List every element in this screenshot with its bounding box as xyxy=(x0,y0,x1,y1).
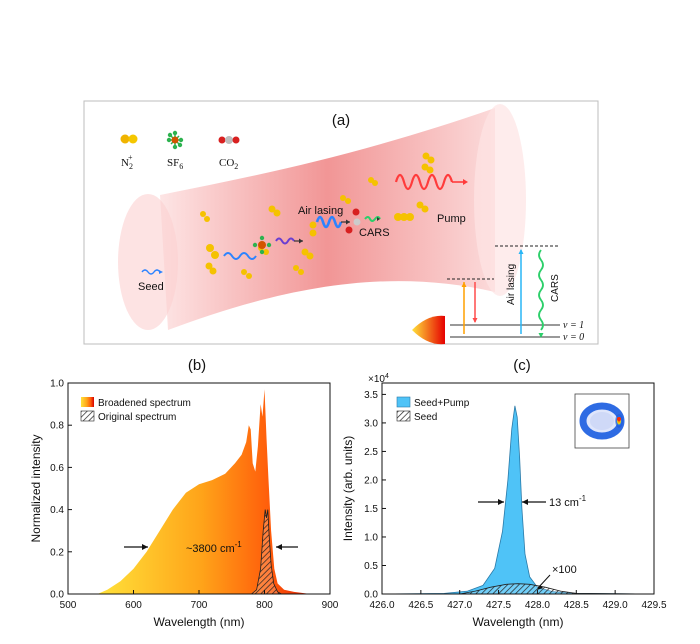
y-tick-label: 0.4 xyxy=(50,505,64,516)
x-axis-label: Wavelength (nm) xyxy=(473,615,564,629)
panel-b: (b) 500 600 700 800 900 0.0 0.2 0.4 0.6 0.8 1.0 Wav… xyxy=(29,357,339,629)
n2plus-sub: 2 xyxy=(129,162,133,171)
annotation-b-sup: -1 xyxy=(235,540,243,549)
legend-b-swatch-original xyxy=(80,410,95,422)
y-tick-label: 0.0 xyxy=(50,590,64,601)
n2plus-molecule-icon xyxy=(120,134,138,144)
x-tick-label: 427.5 xyxy=(486,600,511,611)
chart-b: 500 600 700 800 900 0.0 0.2 0.4 0.6 0.8 1.0 Wavelen… xyxy=(29,379,339,630)
y-tick-label: 3.0 xyxy=(364,418,378,429)
svg-text:CO2: CO2 xyxy=(219,157,238,171)
annotation-b: ~3800 cm xyxy=(186,543,235,555)
chart-c: 426.0 426.5 427.0 427.5 428.0 428.5 429.0 429.5… xyxy=(341,382,667,629)
legend-c-seedpump: Seed+Pump xyxy=(414,398,470,409)
sf6-label: SF xyxy=(167,157,179,169)
x-tick-label: 900 xyxy=(322,600,339,611)
sf6-sub: 6 xyxy=(179,162,183,171)
y-tick-label: 0.0 xyxy=(364,590,378,601)
co2-sub: 2 xyxy=(234,162,238,171)
cars-wave xyxy=(364,216,381,222)
multiplier-c: ×10 xyxy=(368,374,385,385)
panel-b-label: (b) xyxy=(188,357,206,374)
series-seed xyxy=(382,583,655,595)
pulse-cone-icon xyxy=(412,315,445,345)
panel-a-label: (a) xyxy=(332,112,350,129)
beam-profile-inset xyxy=(574,393,630,449)
scattered-molecules xyxy=(200,152,435,279)
x-tick-label: 600 xyxy=(125,600,142,611)
y-tick-label: 0.5 xyxy=(364,561,378,572)
air-lasing-text: Air lasing xyxy=(298,205,343,217)
energy-cars-text: CARS xyxy=(550,274,561,302)
y-tick-label: 1.0 xyxy=(50,379,64,390)
x-tick-label: 428.0 xyxy=(525,600,550,611)
n2plus-label: N xyxy=(121,157,129,169)
svg-text:~3800 cm-1: ~3800 cm-1 xyxy=(186,540,242,555)
svg-text:N2+: N2+ xyxy=(121,153,133,171)
annotation-c: 13 cm xyxy=(549,497,579,509)
svg-text:SF6: SF6 xyxy=(167,157,183,171)
panel-a: (a) N2+ SF6 xyxy=(83,100,599,345)
x-tick-label: 426.5 xyxy=(408,600,433,611)
y-tick-label: 3.5 xyxy=(364,390,378,401)
plot-frame xyxy=(381,382,655,595)
legend-c-swatch-seedpump xyxy=(396,396,411,408)
svg-text:×104: ×104 xyxy=(368,373,389,385)
y-tick-label: 0.2 xyxy=(50,547,64,558)
n2plus-sup: + xyxy=(128,153,133,162)
y-tick-label: 0.8 xyxy=(50,421,64,432)
x-tick-label: 800 xyxy=(256,600,273,611)
legend-b-broadened: Broadened spectrum xyxy=(98,398,191,409)
series-broadened-spectrum xyxy=(97,389,330,594)
y-tick-label: 1.5 xyxy=(364,504,378,515)
x-axis-label: Wavelength (nm) xyxy=(154,615,245,629)
x-tick-label: 427.0 xyxy=(447,600,472,611)
sf6-molecule-icon xyxy=(166,130,184,150)
co2-label: CO xyxy=(219,157,234,169)
y-tick-label: 2.0 xyxy=(364,475,378,486)
air-lasing-wave xyxy=(315,215,343,229)
y-axis-label: Normalized intensity xyxy=(29,434,43,542)
level-v0-text: v = 0 xyxy=(563,332,584,343)
scale-note-c: ×100 xyxy=(552,564,577,576)
x-tick-label: 426.0 xyxy=(369,600,394,611)
beam-end-right xyxy=(474,104,526,296)
y-axis-label: Intensity (arb. units) xyxy=(341,436,355,541)
seed-wave-mid xyxy=(275,237,295,245)
panel-c-label: (c) xyxy=(513,357,531,374)
legend-n2plus: N2+ xyxy=(120,134,138,171)
seed-wave-icon xyxy=(141,269,161,275)
multiplier-c-sup: 4 xyxy=(385,373,389,380)
level-v1-text: v = 1 xyxy=(563,320,584,331)
y-tick-label: 2.5 xyxy=(364,447,378,458)
legend-c-seed: Seed xyxy=(414,412,437,423)
legend-b-original: Original spectrum xyxy=(98,412,176,423)
legend-b-swatch-broadened xyxy=(81,397,94,407)
x-tick-label: 428.5 xyxy=(564,600,589,611)
energy-level-diagram: Air lasing CARS v = 1 v = 0 xyxy=(412,245,584,345)
beam-end-left xyxy=(118,194,178,330)
svg-text:13 cm-1: 13 cm-1 xyxy=(549,494,587,509)
legend-c-swatch-seed xyxy=(396,410,411,422)
energy-air-lasing-text: Air lasing xyxy=(506,264,517,305)
y-tick-label: 0.6 xyxy=(50,463,64,474)
pump-wave xyxy=(394,173,454,191)
legend-co2: CO2 xyxy=(218,136,240,171)
panel-c: (c) ×104 426.0 426.5 427.0 427.5 428.0 428.5 4… xyxy=(341,357,667,629)
x-tick-label: 500 xyxy=(60,600,77,611)
seed-text: Seed xyxy=(138,281,164,293)
x-tick-label: 700 xyxy=(191,600,208,611)
seed-wave-in xyxy=(223,252,257,260)
legend-sf6: SF6 xyxy=(166,130,184,171)
x-tick-label: 429.0 xyxy=(603,600,628,611)
co2-molecule-icon xyxy=(218,136,240,144)
y-tick-label: 1.0 xyxy=(364,532,378,543)
pump-text: Pump xyxy=(437,213,466,225)
x-tick-label: 429.5 xyxy=(641,600,666,611)
cars-text: CARS xyxy=(359,227,390,239)
annotation-c-sup: -1 xyxy=(579,494,587,503)
